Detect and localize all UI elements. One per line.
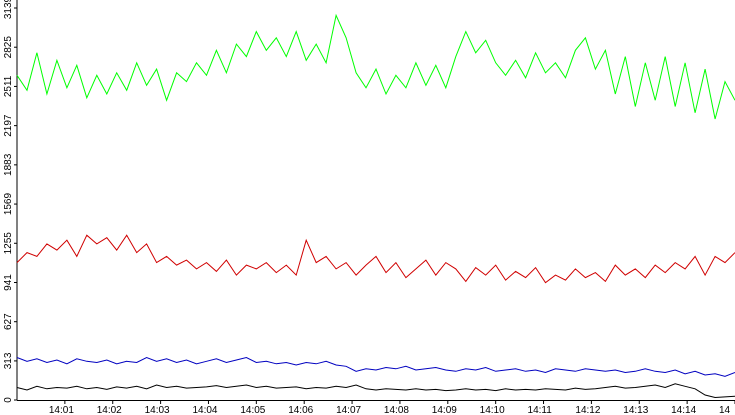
series-line <box>16 13 735 120</box>
series-line <box>16 356 735 377</box>
y-tick-label: 2197 <box>3 114 14 137</box>
y-tick-label: 0 <box>3 397 14 403</box>
y-tick-label: 627 <box>3 313 14 330</box>
series-line <box>16 383 735 399</box>
y-tick-label: 2825 <box>3 36 14 59</box>
x-tick-label: 14:11 <box>528 405 553 415</box>
y-tick-label: 1255 <box>3 232 14 255</box>
x-tick-label: 14:07 <box>336 405 361 415</box>
y-tick-label: 313 <box>3 352 14 369</box>
x-tick-label: 14:06 <box>288 405 313 415</box>
series-line <box>16 234 735 284</box>
y-tick-label: 2511 <box>3 75 14 97</box>
y-tick-label: 3139 <box>3 0 14 19</box>
x-tick-label: 14:14 <box>671 405 696 415</box>
x-tick-label: 14:04 <box>192 405 217 415</box>
x-tick-label: 14:13 <box>623 405 648 415</box>
x-tick-label: 14:01 <box>49 405 74 415</box>
x-tick-label: 14:08 <box>384 405 409 415</box>
x-tick-label: 14 <box>719 405 731 415</box>
x-tick-label: 14:02 <box>97 405 122 415</box>
x-tick-label: 14:03 <box>145 405 170 415</box>
x-tick-label: 14:10 <box>480 405 505 415</box>
x-tick-label: 14:09 <box>432 405 457 415</box>
y-tick-label: 1569 <box>3 193 14 216</box>
y-tick-label: 1883 <box>3 153 14 176</box>
x-tick-label: 14:12 <box>575 405 600 415</box>
x-tick-label: 14:05 <box>240 405 265 415</box>
y-tick-label: 941 <box>3 274 14 291</box>
